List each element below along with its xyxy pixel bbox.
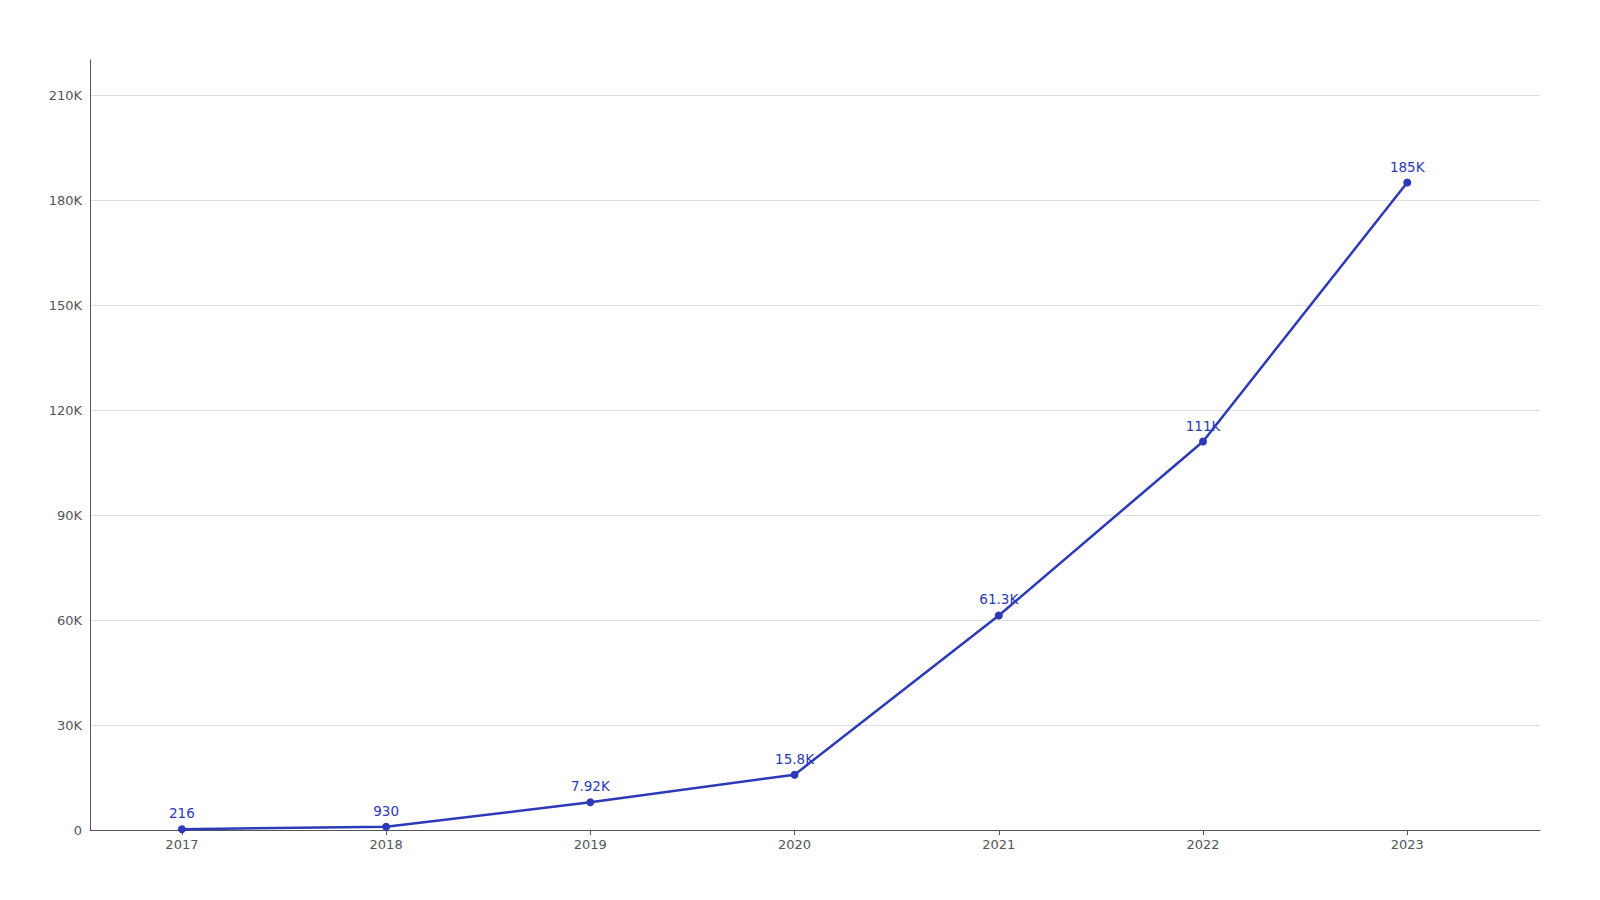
svg-text:2017: 2017	[165, 837, 198, 852]
svg-text:15.8K: 15.8K	[775, 751, 815, 767]
svg-text:2022: 2022	[1186, 837, 1219, 852]
svg-text:150K: 150K	[49, 298, 83, 313]
svg-text:111K: 111K	[1186, 418, 1222, 434]
svg-text:185K: 185K	[1390, 159, 1426, 175]
svg-text:60K: 60K	[57, 613, 83, 628]
svg-text:180K: 180K	[49, 193, 83, 208]
svg-text:216: 216	[169, 805, 195, 821]
svg-text:2021: 2021	[982, 837, 1015, 852]
svg-text:90K: 90K	[57, 508, 83, 523]
svg-text:2019: 2019	[574, 837, 607, 852]
svg-text:30K: 30K	[57, 718, 83, 733]
svg-text:2023: 2023	[1391, 837, 1424, 852]
svg-text:930: 930	[373, 803, 399, 819]
svg-text:7.92K: 7.92K	[571, 778, 611, 794]
svg-text:2018: 2018	[370, 837, 403, 852]
svg-text:120K: 120K	[49, 403, 83, 418]
svg-text:61.3K: 61.3K	[979, 591, 1019, 607]
svg-text:210K: 210K	[49, 88, 83, 103]
svg-text:0: 0	[74, 823, 82, 838]
svg-text:2020: 2020	[778, 837, 811, 852]
